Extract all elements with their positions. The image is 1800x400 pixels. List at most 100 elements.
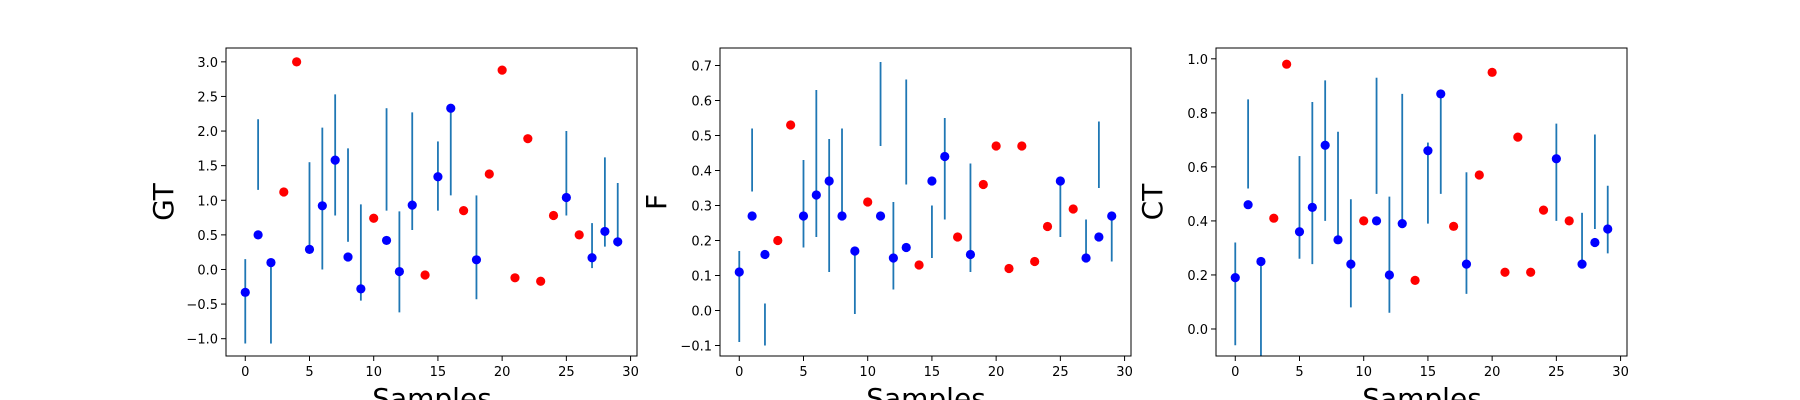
gt-y-tick-label: 3.0 (197, 56, 218, 71)
gt-y-tick-label: −1.0 (186, 333, 218, 348)
f-data-point (914, 260, 924, 270)
f-data-point (1107, 211, 1117, 221)
gt-x-tick-label: 10 (365, 365, 382, 380)
f-data-point (978, 179, 988, 190)
f-data-point (1017, 141, 1027, 151)
gt-x-axis-label: Samples (372, 382, 492, 400)
f-x-tick-label: 0 (735, 365, 743, 380)
f-data-point (1055, 176, 1065, 186)
f-data-point (798, 211, 809, 221)
f-y-tick-label: 0.3 (691, 200, 712, 215)
gt-data-point (561, 192, 571, 203)
f-data-point (901, 242, 911, 253)
ct-y-tick-label: 0.4 (1187, 215, 1208, 230)
f-data-point (786, 120, 796, 130)
f-data-point (953, 232, 963, 242)
gt-data-point (304, 244, 315, 255)
f-y-axis-label: F (640, 194, 673, 210)
gt-data-point (279, 187, 289, 197)
f-data-point (760, 249, 770, 260)
ct-data-point (1397, 219, 1407, 229)
gt-data-point (356, 284, 366, 294)
ct-data-point (1513, 132, 1523, 142)
f-y-tick-label: 0.6 (691, 95, 712, 110)
f-data-point (940, 151, 950, 162)
gt-y-tick-label: 1.5 (197, 160, 218, 175)
ct-x-axis-label: Samples (1362, 382, 1482, 400)
f-x-tick-label: 5 (799, 365, 807, 380)
ct-data-point (1410, 275, 1420, 285)
ct-data-point (1551, 154, 1561, 164)
gt-y-tick-label: 1.0 (197, 194, 218, 209)
gt-data-point (613, 237, 623, 247)
f-data-point (1004, 263, 1014, 274)
f-x-axis-label: Samples (866, 382, 986, 400)
f-x-tick-label: 25 (1052, 365, 1069, 380)
gt-x-tick-label: 15 (430, 365, 447, 380)
gt-x-tick-label: 20 (494, 365, 511, 380)
ct-x-tick-label: 15 (1420, 365, 1437, 380)
ct-data-point (1269, 213, 1279, 223)
f-data-point (837, 211, 847, 221)
gt-y-tick-label: 2.0 (197, 125, 218, 140)
f-data-point (1081, 253, 1091, 263)
f-y-tick-label: 0.1 (691, 270, 712, 285)
ct-data-point (1294, 227, 1305, 237)
f-data-point (850, 246, 860, 256)
f-y-tick-label: −0.1 (680, 340, 712, 355)
gt-data-point (471, 255, 482, 265)
ct-data-point (1461, 259, 1472, 269)
f-data-point (1030, 256, 1040, 267)
gt-x-tick-label: 30 (622, 365, 639, 380)
f-x-tick-label: 30 (1116, 365, 1133, 380)
f-y-tick-label: 0.4 (691, 165, 712, 180)
f-data-point (1042, 221, 1053, 232)
ct-data-point (1538, 205, 1549, 215)
panel-ct: 0 5 10 15 20 25 30 0.0 0.2 0.4 0.6 0.8 1.0 CT Sample… (1136, 47, 1629, 400)
gt-data-point (497, 65, 507, 75)
gt-data-point (317, 201, 327, 211)
f-x-tick-label: 10 (859, 365, 876, 380)
ct-data-point (1256, 256, 1266, 267)
gt-data-point (459, 206, 469, 216)
gt-data-point (433, 172, 443, 182)
ct-data-point (1333, 235, 1343, 245)
f-data-point (927, 176, 937, 186)
f-y-tick-label: 0.7 (691, 60, 712, 75)
ct-y-tick-label: 1.0 (1187, 53, 1208, 68)
f-data-point (1068, 204, 1078, 214)
gt-data-point (484, 169, 494, 179)
f-data-point (811, 190, 821, 200)
f-y-tick-label: 0.5 (691, 130, 712, 145)
gt-axes-frame (225, 47, 638, 357)
f-data-point (888, 253, 898, 263)
ct-data-point (1436, 89, 1446, 99)
gt-data-point (292, 57, 302, 67)
f-data-point (991, 141, 1001, 151)
ct-x-tick-label: 20 (1484, 365, 1501, 380)
ct-data-point (1474, 170, 1484, 180)
f-axes-frame (719, 47, 1132, 357)
ct-data-point (1346, 259, 1356, 269)
f-data-point (747, 211, 757, 221)
gt-chart-area: 0 5 10 15 20 25 30 −1.0 −0.5 0.0 0.5 1.0 1.5 2.0 2.5 3.… (186, 56, 638, 380)
gt-data-point (343, 252, 353, 262)
panel-f: 0 5 10 15 20 25 30 −0.1 0.0 0.1 0.2 0.3 0.4 0.5 0.6 0.7… (640, 47, 1133, 400)
gt-data-point (253, 230, 263, 240)
ct-x-tick-label: 30 (1612, 365, 1629, 380)
f-data-point (824, 176, 834, 186)
gt-y-axis-label: GT (147, 182, 180, 221)
gt-data-point (523, 134, 533, 144)
ct-data-point (1384, 270, 1394, 280)
ct-axes-frame (1215, 47, 1628, 357)
ct-data-point (1320, 140, 1330, 150)
ct-data-point (1371, 216, 1382, 226)
gt-data-point (266, 257, 276, 268)
ct-x-tick-label: 0 (1231, 365, 1239, 380)
ct-data-point (1577, 259, 1587, 269)
ct-y-tick-label: 0.0 (1187, 323, 1208, 338)
f-data-point (773, 235, 783, 246)
gt-data-point (510, 273, 520, 283)
